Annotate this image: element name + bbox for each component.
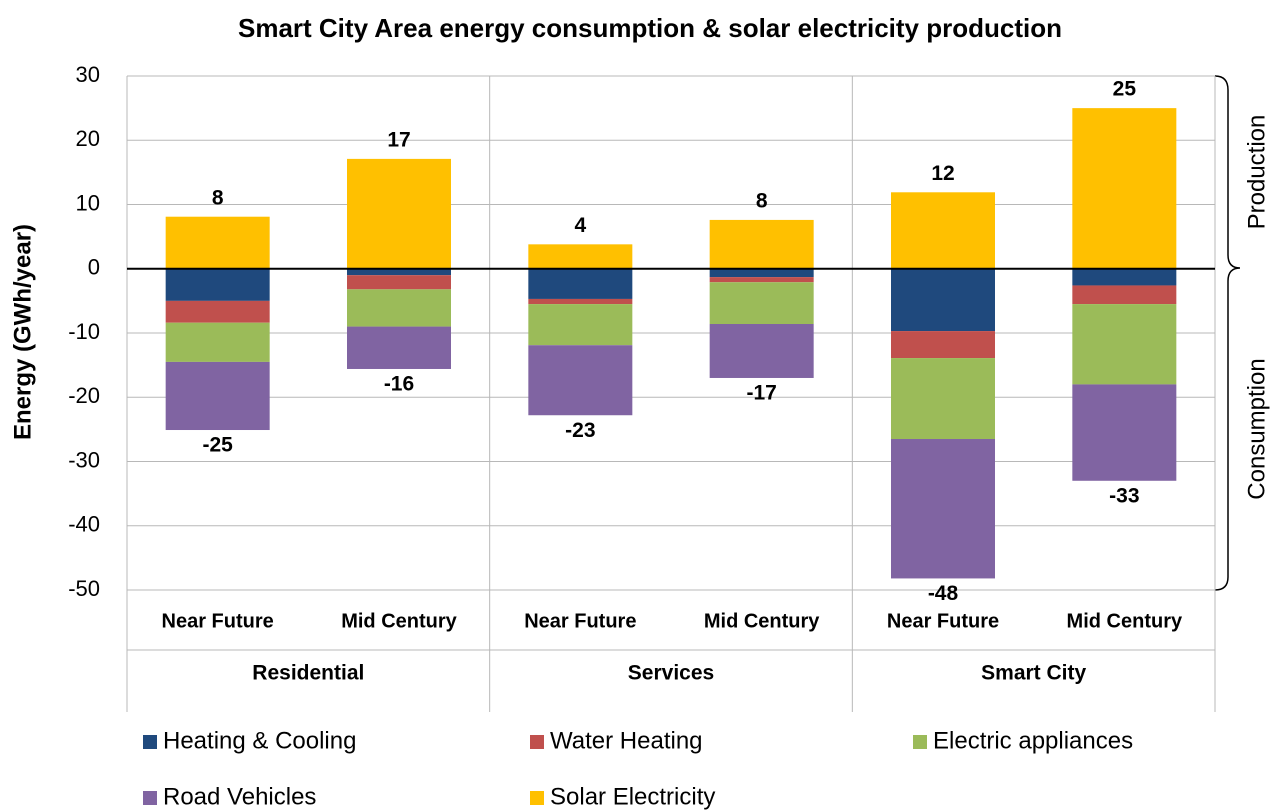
x-tick-label: Near Future: [887, 610, 999, 632]
bar-segment: [528, 268, 633, 299]
data-label: 4: [574, 214, 586, 237]
legend-label: Electric appliances: [933, 727, 1133, 754]
bar-segment: [347, 268, 451, 276]
bar-segment: [709, 324, 814, 378]
legend-swatch: [143, 791, 157, 805]
total-label: -25: [202, 434, 233, 457]
bar-segment: [891, 268, 995, 332]
bar-segment: [347, 275, 451, 290]
bar-segment: [709, 282, 814, 325]
x-tick-label: Near Future: [524, 610, 636, 632]
bar-segment: [347, 326, 451, 369]
y-tick-label: -40: [68, 512, 100, 537]
bar-segment: [347, 289, 451, 327]
total-label: -16: [384, 373, 414, 396]
legend-swatch: [530, 735, 544, 749]
bar-segment: [1072, 384, 1177, 481]
y-axis-title: Energy (GWh/year): [9, 224, 36, 440]
total-label: -23: [565, 419, 595, 442]
data-label: 8: [756, 189, 768, 212]
bar-segment: [165, 322, 270, 362]
data-label: 25: [1113, 78, 1137, 101]
bar-segment: [528, 298, 633, 305]
bar-segment: [709, 277, 814, 283]
y-tick-label: 30: [76, 62, 100, 87]
legend-label: Solar Electricity: [550, 783, 715, 810]
legend-label: Water Heating: [550, 727, 703, 754]
y-tick-label: 0: [88, 255, 100, 280]
legend-swatch: [530, 791, 544, 805]
legend-swatch: [913, 735, 927, 749]
bar-segment: [891, 358, 995, 440]
bar-segment: [165, 216, 270, 269]
bar-segment: [165, 361, 270, 431]
bar-segment: [528, 304, 633, 346]
total-label: -17: [746, 382, 776, 405]
y-tick-label: -50: [68, 576, 100, 601]
bar-segment: [528, 244, 633, 269]
bar-segment: [347, 158, 451, 269]
annotation: Production: [1243, 115, 1270, 230]
data-label: 12: [931, 162, 954, 185]
bar-segment: [1072, 304, 1177, 385]
bar-segment: [528, 345, 633, 416]
bar-segment: [709, 268, 814, 278]
legend-label: Road Vehicles: [163, 783, 316, 810]
bar-segment: [891, 331, 995, 359]
data-label: 8: [212, 186, 224, 209]
bar-segment: [165, 268, 270, 301]
chart-title: Smart City Area energy consumption & sol…: [238, 13, 1062, 43]
y-tick-label: -10: [68, 319, 100, 344]
bar-segment: [1072, 268, 1177, 286]
bar-segment: [891, 192, 995, 269]
x-tick-label: Near Future: [162, 610, 274, 632]
x-tick-label: Mid Century: [704, 610, 820, 632]
x-tick-label: Mid Century: [1067, 610, 1183, 632]
total-label: -48: [928, 582, 959, 605]
group-label: Residential: [252, 662, 364, 685]
y-tick-label: 10: [76, 190, 100, 215]
legend-swatch: [143, 735, 157, 749]
bar-segment: [891, 439, 995, 579]
total-label: -33: [1109, 484, 1139, 507]
group-label: Smart City: [981, 662, 1086, 685]
data-label: 17: [387, 128, 410, 151]
y-tick-label: -30: [68, 447, 100, 472]
bar-segment: [1072, 285, 1177, 305]
legend-label: Heating & Cooling: [163, 727, 356, 754]
bar-segment: [709, 219, 814, 269]
y-tick-label: -20: [68, 383, 100, 408]
group-label: Services: [628, 662, 714, 685]
bracket: [1214, 75, 1241, 591]
bar-segment: [1072, 108, 1177, 269]
x-tick-label: Mid Century: [341, 610, 457, 632]
annotation: Consumption: [1243, 358, 1270, 499]
bar-segment: [165, 300, 270, 323]
y-tick-label: 20: [76, 126, 100, 151]
